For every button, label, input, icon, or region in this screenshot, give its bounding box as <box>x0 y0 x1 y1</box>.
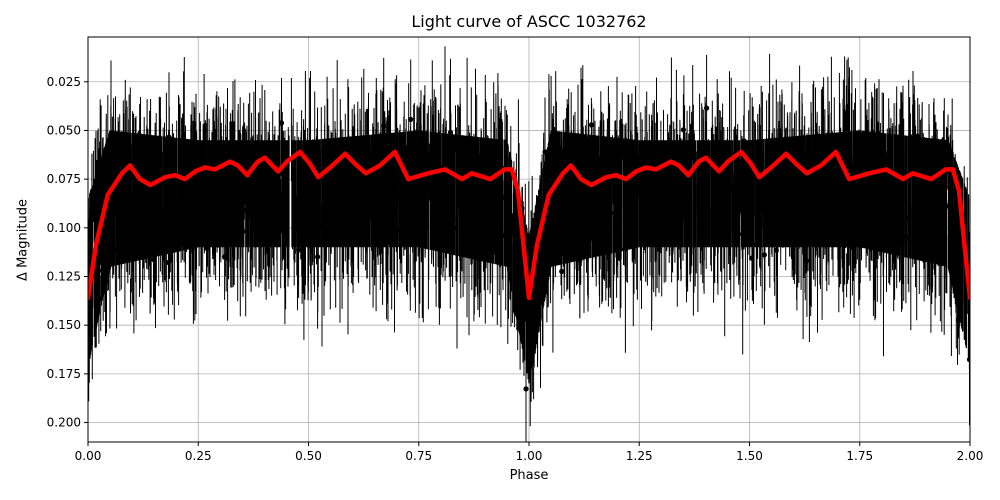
x-axis-ticks: 0.00 0.25 0.50 0.75 1.00 1.25 1.50 1.75 2.00 <box>75 442 984 463</box>
y-tick-label: 0.150 <box>47 318 81 332</box>
y-axis-ticks: 0.025 0.050 0.075 0.100 0.125 0.150 0.175 0.200 <box>47 75 88 430</box>
observation-points <box>88 46 970 442</box>
x-tick-label: 0.00 <box>75 449 102 463</box>
x-tick-label: 1.75 <box>846 449 873 463</box>
y-tick-label: 0.175 <box>47 367 81 381</box>
chart-title: Light curve of ASCC 1032762 <box>411 12 647 31</box>
x-tick-label: 1.25 <box>626 449 653 463</box>
x-tick-label: 1.00 <box>516 449 543 463</box>
x-axis-label: Phase <box>509 468 549 483</box>
y-tick-label: 0.100 <box>47 221 81 235</box>
y-tick-label: 0.025 <box>47 75 81 89</box>
y-tick-label: 0.075 <box>47 172 81 186</box>
x-tick-label: 0.25 <box>185 449 212 463</box>
x-tick-label: 0.50 <box>295 449 322 463</box>
y-tick-label: 0.200 <box>47 416 81 430</box>
y-tick-label: 0.050 <box>47 123 81 137</box>
model-curve <box>88 149 970 301</box>
y-axis-label: Δ Magnitude <box>15 199 31 281</box>
y-tick-label: 0.125 <box>47 269 81 283</box>
x-tick-label: 2.00 <box>957 449 984 463</box>
x-tick-label: 0.75 <box>405 449 432 463</box>
x-tick-label: 1.50 <box>736 449 763 463</box>
